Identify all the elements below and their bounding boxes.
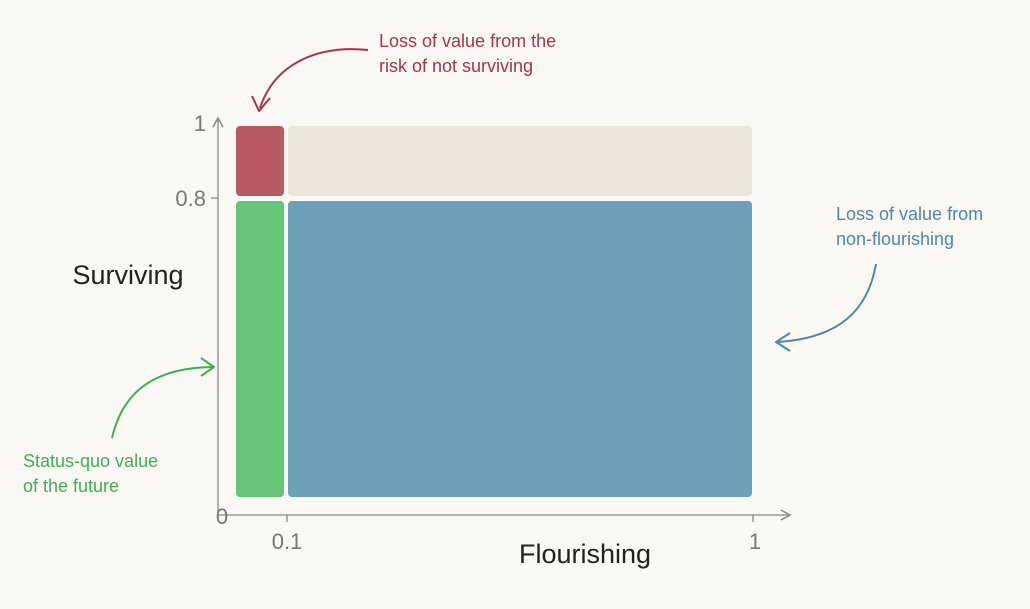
x-tick-label-0.1: 0.1 bbox=[272, 529, 303, 554]
non-flourishing-loss-block bbox=[288, 201, 752, 497]
annotation-not-surviving-arrowhead bbox=[251, 95, 271, 112]
top-remaining-block bbox=[288, 126, 752, 196]
y-tick-label-1: 1 bbox=[194, 111, 206, 136]
annotation-not-surviving-line2: risk of not surviving bbox=[379, 56, 533, 76]
annotation-non-flourishing-line2: non-flourishing bbox=[836, 229, 954, 249]
annotation-status-quo-arrow bbox=[111, 366, 213, 439]
annotation-non-flourishing-line1: Loss of value from bbox=[836, 204, 983, 224]
origin-tick-label: 0 bbox=[216, 504, 228, 529]
annotation-status-quo-line1: Status-quo value bbox=[23, 451, 158, 471]
annotation-non-flourishing-arrowhead bbox=[775, 332, 791, 352]
status-quo-value-block bbox=[236, 201, 284, 497]
y-tick-label-0.8: 0.8 bbox=[175, 186, 206, 211]
annotation-not-surviving-line1: Loss of value from the bbox=[379, 31, 556, 51]
y-axis-label: Surviving bbox=[72, 260, 183, 290]
x-tick-label-1: 1 bbox=[749, 529, 761, 554]
x-axis-label: Flourishing bbox=[519, 539, 651, 569]
not-surviving-loss-block bbox=[236, 126, 284, 196]
annotation-status-quo-line2: of the future bbox=[23, 476, 119, 496]
annotation-not-surviving-arrow bbox=[259, 48, 369, 109]
annotation-status-quo-arrowhead bbox=[200, 357, 215, 377]
annotation-non-flourishing-arrow bbox=[777, 263, 877, 343]
